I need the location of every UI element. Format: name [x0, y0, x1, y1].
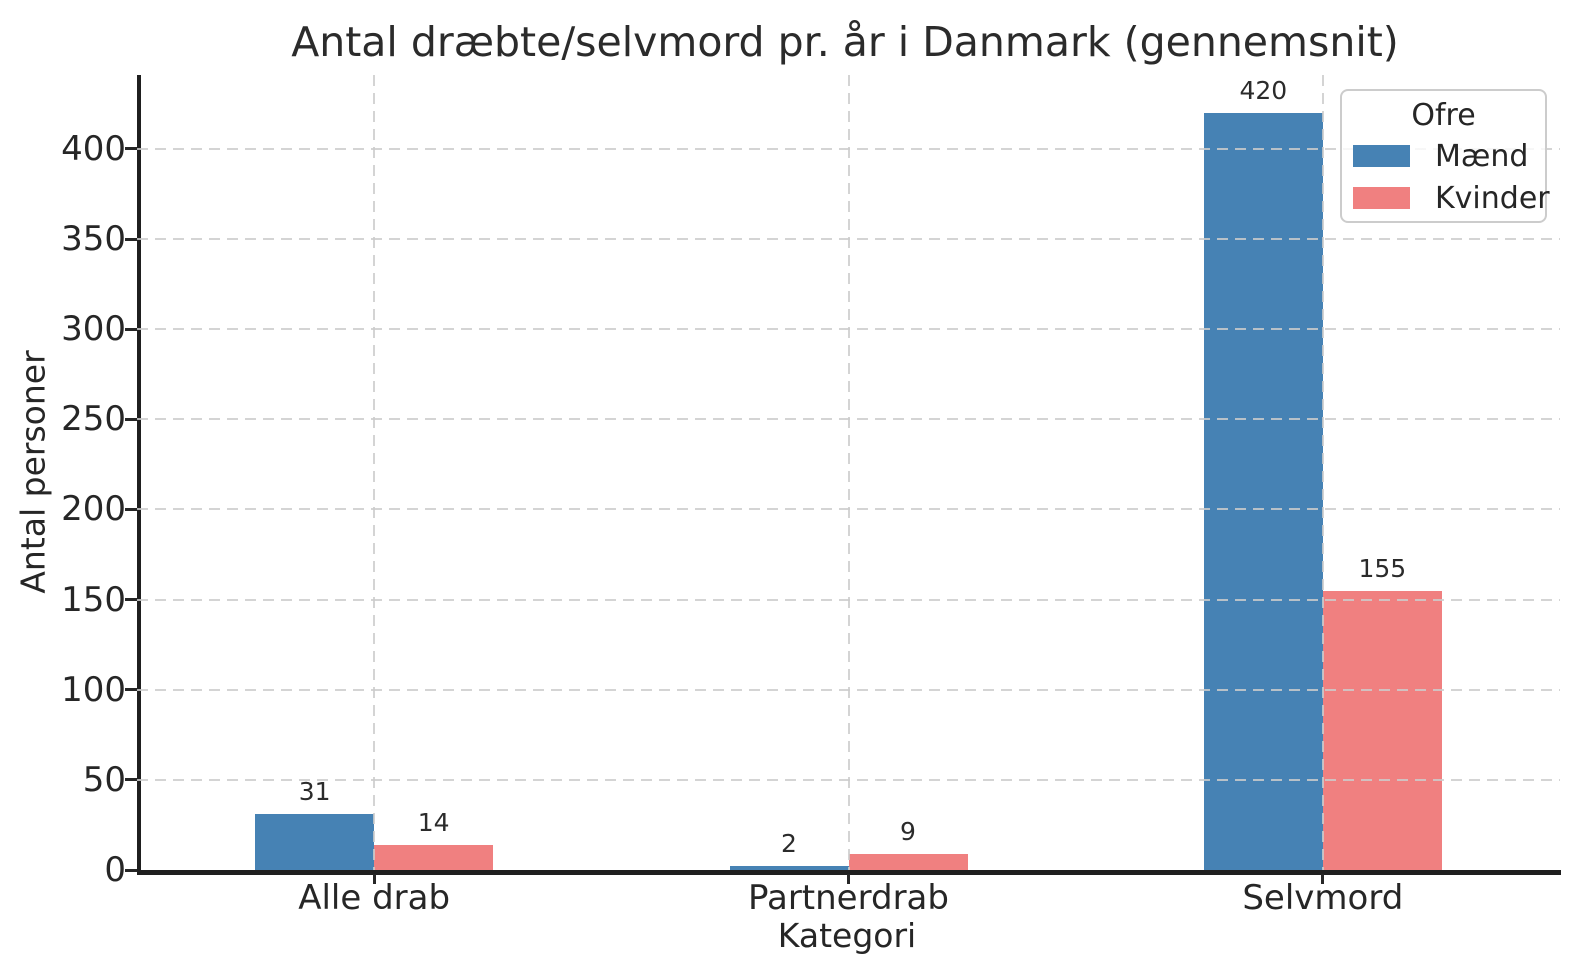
bar-value-kvinder-partnerdrab: 9 [900, 816, 916, 846]
bar-mænd-alle-drab [255, 814, 375, 870]
y-tick-label-400: 400 [61, 128, 126, 169]
bar-value-mænd-partnerdrab: 2 [781, 829, 797, 859]
y-tick-mark-0 [125, 868, 137, 872]
bar-value-mænd-selvmord: 420 [1239, 75, 1288, 105]
legend-row-kvinder: Kvinder [1342, 177, 1550, 219]
y-tick-label-100: 100 [61, 669, 126, 710]
x-axis-spine [137, 870, 1561, 875]
x-tick-mark-selvmord [1321, 874, 1325, 884]
legend-label-kvinder: Kvinder [1435, 180, 1550, 216]
bar-kvinder-partnerdrab [848, 853, 968, 870]
x-tick-mark-alle-drab [372, 874, 376, 884]
y-tick-mark-400 [125, 147, 137, 151]
bar-mænd-partnerdrab [729, 866, 849, 870]
bar-kvinder-alle-drab [374, 844, 494, 870]
y-tick-mark-100 [125, 688, 137, 692]
y-tick-mark-350 [125, 237, 137, 241]
plot-area: 31 2 420 14 9 155 Ofre Mænd Kvinder [137, 75, 1560, 870]
legend-row-mænd: Mænd [1342, 135, 1545, 177]
legend-label-mænd: Mænd [1435, 138, 1529, 174]
y-tick-mark-150 [125, 598, 137, 602]
legend-rows: Mænd Kvinder [1342, 135, 1550, 219]
x-axis-label: Kategori [777, 916, 917, 955]
y-tick-label-250: 250 [61, 399, 126, 440]
y-tick-mark-300 [125, 327, 137, 331]
y-tick-label-200: 200 [61, 489, 126, 530]
bar-value-kvinder-selvmord: 155 [1358, 553, 1407, 583]
y-axis-spine [137, 75, 141, 875]
x-tick-label-selvmord: Selvmord [1242, 878, 1404, 918]
bar-value-kvinder-alle-drab: 14 [417, 807, 450, 837]
y-tick-label-50: 50 [82, 759, 126, 800]
y-axis-label: Antal personer [13, 350, 53, 594]
legend-title: Ofre [1411, 98, 1476, 133]
x-tick-mark-partnerdrab [847, 874, 850, 884]
x-tick-label-alle-drab: Alle drab [298, 878, 451, 918]
y-tick-label-300: 300 [61, 309, 126, 350]
y-tick-mark-200 [125, 507, 137, 511]
bar-value-labels-layer: 31 2 420 14 9 155 [137, 75, 1560, 870]
legend: Ofre Mænd Kvinder [1340, 89, 1550, 223]
x-tick-label-partnerdrab: Partnerdrab [748, 878, 949, 918]
legend-swatch-kvinder [1353, 187, 1410, 209]
y-tick-label-150: 150 [61, 579, 126, 620]
legend-swatch-mænd [1353, 145, 1410, 167]
y-tick-label-350: 350 [61, 219, 126, 260]
y-tick-mark-50 [125, 778, 137, 782]
chart-title: Antal dræbte/selvmord pr. år i Danmark (… [291, 18, 1399, 66]
y-tick-label-0: 0 [104, 850, 126, 890]
bar-value-mænd-alle-drab: 31 [298, 777, 331, 807]
bar-kvinder-selvmord [1322, 590, 1442, 870]
y-tick-mark-250 [125, 417, 137, 421]
